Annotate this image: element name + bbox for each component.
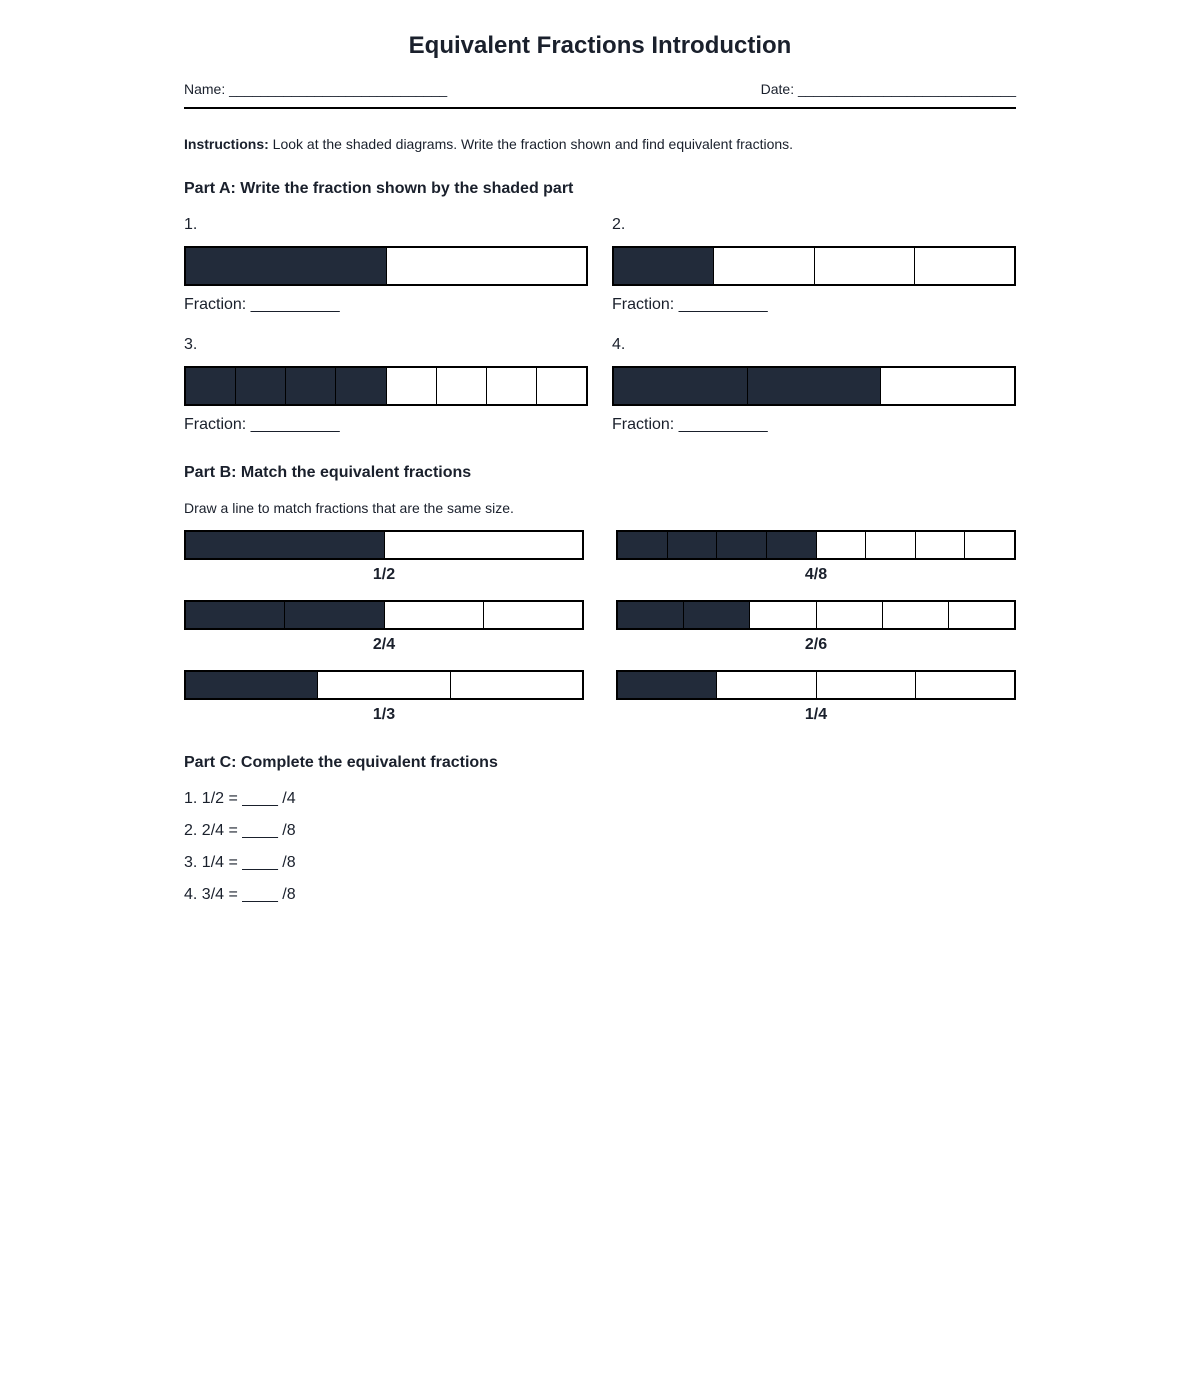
unshaded-segment — [716, 672, 815, 698]
equivalent-fraction-problem[interactable]: 3. 1/4 = ____ /8 — [184, 854, 296, 871]
unshaded-segment — [815, 532, 866, 558]
shaded-segment — [765, 532, 816, 558]
fraction-answer-line[interactable]: Fraction: __________ — [612, 416, 768, 433]
unshaded-segment — [385, 368, 436, 404]
shaded-segment — [614, 248, 714, 284]
shaded-segment — [666, 532, 717, 558]
fraction-answer-line[interactable]: Fraction: __________ — [184, 416, 340, 433]
header-fields: Name: ____________________________ Date:… — [184, 81, 1016, 97]
unshaded-segment — [535, 368, 586, 404]
unshaded-segment — [383, 602, 483, 628]
unshaded-segment — [914, 532, 965, 558]
part-b-heading: Part B: Match the equivalent fractions — [184, 464, 472, 481]
shaded-segment — [335, 368, 386, 404]
unshaded-segment — [317, 672, 449, 698]
unshaded-segment — [482, 602, 582, 628]
fraction-bar — [616, 530, 1016, 560]
unshaded-segment — [383, 532, 583, 558]
equivalent-fraction-problem[interactable]: 4. 3/4 = ____ /8 — [184, 886, 296, 903]
shaded-segment — [614, 368, 747, 404]
problem-number: 1. — [184, 216, 198, 233]
shaded-segment — [186, 248, 386, 284]
fraction-bar — [612, 366, 1016, 406]
shaded-segment — [186, 602, 285, 628]
header-divider — [184, 107, 1016, 109]
fraction-bar — [184, 670, 584, 700]
fraction-bar — [184, 530, 584, 560]
shaded-segment — [618, 602, 684, 628]
fraction-label: 1/4 — [804, 706, 828, 723]
shaded-segment — [716, 532, 766, 558]
unshaded-segment — [913, 248, 1014, 284]
shaded-segment — [186, 368, 236, 404]
fraction-label: 1/2 — [372, 566, 396, 583]
unshaded-segment — [435, 368, 486, 404]
shaded-segment — [186, 672, 318, 698]
shaded-segment — [618, 532, 667, 558]
problem-number: 2. — [612, 216, 626, 233]
equivalent-fraction-problem[interactable]: 1. 1/2 = ____ /4 — [184, 790, 296, 807]
fraction-bar — [184, 366, 588, 406]
unshaded-segment — [713, 248, 813, 284]
shaded-segment — [235, 368, 286, 404]
fraction-label: 2/4 — [372, 636, 396, 653]
part-b-subtext: Draw a line to match fractions that are … — [184, 500, 514, 516]
shaded-segment — [284, 602, 384, 628]
fraction-bar — [184, 246, 588, 286]
unshaded-segment — [449, 672, 582, 698]
unshaded-segment — [813, 248, 914, 284]
fraction-label: 2/6 — [804, 636, 828, 653]
unshaded-segment — [914, 672, 1014, 698]
part-c-heading: Part C: Complete the equivalent fraction… — [184, 754, 498, 771]
name-field[interactable]: Name: ____________________________ — [184, 81, 448, 97]
problem-number: 3. — [184, 336, 198, 353]
fraction-label: 4/8 — [804, 566, 828, 583]
shaded-segment — [746, 368, 881, 404]
fraction-answer-line[interactable]: Fraction: __________ — [612, 296, 768, 313]
fraction-bar — [616, 670, 1016, 700]
fraction-bar — [184, 600, 584, 630]
equivalent-fraction-problem[interactable]: 2. 2/4 = ____ /8 — [184, 822, 296, 839]
part-a-heading: Part A: Write the fraction shown by the … — [184, 180, 574, 197]
unshaded-segment — [947, 602, 1014, 628]
unshaded-segment — [881, 602, 948, 628]
fraction-bar — [616, 600, 1016, 630]
unshaded-segment — [964, 532, 1014, 558]
instructions-text: Look at the shaded diagrams. Write the f… — [268, 136, 794, 152]
unshaded-segment — [385, 248, 587, 284]
unshaded-segment — [865, 532, 915, 558]
date-field[interactable]: Date: ____________________________ — [760, 81, 1016, 97]
page-title: Equivalent Fractions Introduction — [408, 32, 792, 59]
unshaded-segment — [880, 368, 1014, 404]
unshaded-segment — [815, 602, 882, 628]
unshaded-segment — [749, 602, 815, 628]
unshaded-segment — [485, 368, 536, 404]
instructions-label: Instructions: — [184, 136, 269, 152]
shaded-segment — [285, 368, 336, 404]
fraction-answer-line[interactable]: Fraction: __________ — [184, 296, 340, 313]
unshaded-segment — [815, 672, 915, 698]
shaded-segment — [683, 602, 750, 628]
fraction-bar — [612, 246, 1016, 286]
instructions: Instructions: Look at the shaded diagram… — [184, 136, 793, 152]
shaded-segment — [186, 532, 384, 558]
shaded-segment — [618, 672, 717, 698]
fraction-label: 1/3 — [372, 706, 396, 723]
problem-number: 4. — [612, 336, 626, 353]
